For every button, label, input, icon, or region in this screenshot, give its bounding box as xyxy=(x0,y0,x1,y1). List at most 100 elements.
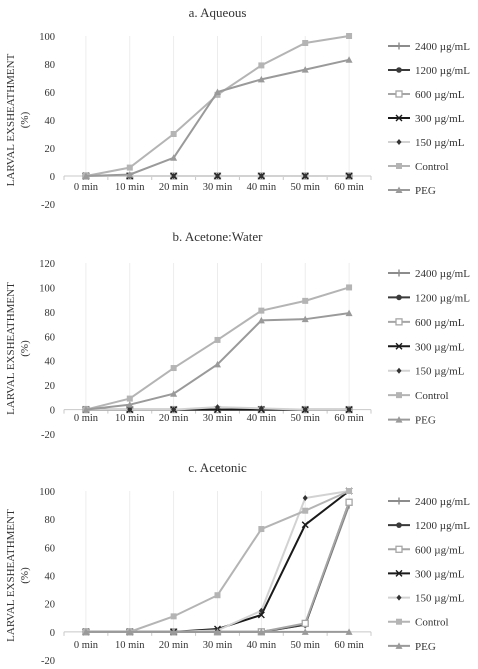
y-axis-label: LARVAL EXSHEATHMENT xyxy=(5,282,17,415)
legend-marker xyxy=(395,569,403,577)
data-point xyxy=(170,390,178,397)
x-tick-label: 50 min xyxy=(290,182,320,193)
y-tick-label: 120 xyxy=(39,259,55,270)
y-axis-label: (%) xyxy=(19,340,31,357)
data-point xyxy=(345,628,353,635)
legend-label: PEG xyxy=(415,185,436,197)
chart-title: b. Acetone:Water xyxy=(173,229,264,244)
data-point xyxy=(257,628,265,635)
legend-marker xyxy=(396,367,402,374)
y-tick-label: 100 xyxy=(39,32,55,43)
data-point xyxy=(302,297,309,304)
y-tick-label: 40 xyxy=(45,357,56,368)
data-point xyxy=(214,628,221,635)
y-tick-label: 80 xyxy=(45,60,56,71)
series-peg xyxy=(82,628,353,635)
data-point xyxy=(257,611,265,619)
legend: 2400 µg/mL 1200 µg/mL 600 µg/mL 300 µg/mL 15… xyxy=(388,496,470,653)
x-tick-label: 0 min xyxy=(74,640,99,651)
data-point xyxy=(215,404,220,411)
chart-panel-1: a. Aqueous LARVAL EXSHEATHMENT (%) -20 0 20 40… xyxy=(5,5,470,211)
legend-marker xyxy=(396,594,402,601)
legend-label: 2400 µg/mL xyxy=(415,41,470,53)
data-point xyxy=(215,173,220,179)
chart-title: a. Aqueous xyxy=(189,5,247,20)
legend-label: 300 µg/mL xyxy=(415,568,465,580)
legend-marker xyxy=(396,294,402,301)
y-tick-label: 60 xyxy=(45,88,56,99)
legend-label: 2400 µg/mL xyxy=(415,268,470,280)
x-tick-label: 50 min xyxy=(290,640,320,651)
y-tick-label: 0 xyxy=(50,628,55,639)
legend-label: 1200 µg/mL xyxy=(415,292,470,304)
x-tick-label: 40 min xyxy=(247,413,277,424)
legend-label: 600 µg/mL xyxy=(415,544,465,556)
data-point xyxy=(82,628,90,635)
legend-marker xyxy=(396,163,402,169)
y-tick-label: 20 xyxy=(45,381,56,392)
data-point xyxy=(171,406,177,413)
y-tick-label: 60 xyxy=(45,332,56,343)
legend-marker xyxy=(395,416,403,423)
data-point xyxy=(126,628,134,635)
y-tick-label: 40 xyxy=(45,572,56,583)
y-tick-label: 0 xyxy=(50,406,55,417)
legend-label: 150 µg/mL xyxy=(415,593,465,605)
legend-label: 300 µg/mL xyxy=(415,113,465,125)
legend-label: Control xyxy=(415,161,449,173)
data-point xyxy=(302,495,308,502)
legend-marker xyxy=(395,342,403,350)
y-tick-label: 80 xyxy=(45,308,56,319)
legend-label: Control xyxy=(415,390,449,402)
x-tick-label: 0 min xyxy=(74,182,99,193)
data-point xyxy=(258,307,265,314)
data-point xyxy=(170,613,177,620)
legend-label: 1200 µg/mL xyxy=(415,520,470,532)
x-tick-label: 60 min xyxy=(334,182,364,193)
x-tick-label: 30 min xyxy=(203,413,233,424)
y-tick-label: 20 xyxy=(45,600,56,611)
legend: 2400 µg/mL 1200 µg/mL 600 µg/mL 300 µg/mL 15… xyxy=(388,268,470,427)
data-point xyxy=(346,488,353,494)
data-point xyxy=(170,628,178,635)
legend-label: 150 µg/mL xyxy=(415,137,465,149)
legend-marker xyxy=(395,90,403,98)
y-tick-label: 60 xyxy=(45,543,56,554)
data-point xyxy=(258,173,264,179)
data-point xyxy=(82,172,90,179)
data-point xyxy=(345,56,353,63)
legend-marker xyxy=(395,186,403,193)
data-point xyxy=(346,173,352,179)
data-point xyxy=(345,309,353,317)
legend-marker xyxy=(395,545,403,553)
legend-label: Control xyxy=(415,617,449,629)
legend-marker xyxy=(396,139,402,145)
y-axis-label: (%) xyxy=(19,567,31,584)
legend-marker xyxy=(396,522,402,528)
data-point xyxy=(214,336,221,343)
x-tick-label: 10 min xyxy=(115,413,145,424)
legend-marker xyxy=(395,318,403,326)
x-tick-label: 10 min xyxy=(115,182,145,193)
data-point xyxy=(126,171,134,178)
legend: 2400 µg/mL 1200 µg/mL 600 µg/mL 300 µg/mL 15… xyxy=(388,41,470,197)
x-tick-label: 40 min xyxy=(247,640,277,651)
data-point xyxy=(346,33,353,39)
legend-marker xyxy=(395,497,403,505)
y-tick-label: 0 xyxy=(50,172,55,183)
data-point xyxy=(301,315,309,323)
x-tick-label: 0 min xyxy=(74,413,99,424)
y-axis-label: LARVAL EXSHEATHMENT xyxy=(5,509,17,642)
data-point xyxy=(214,592,221,599)
x-tick-label: 30 min xyxy=(203,182,233,193)
data-point xyxy=(258,62,265,69)
x-tick-label: 20 min xyxy=(159,182,189,193)
data-point xyxy=(127,406,133,413)
legend-label: PEG xyxy=(415,641,436,653)
data-point xyxy=(171,173,177,179)
legend-label: 600 µg/mL xyxy=(415,317,465,329)
data-point xyxy=(257,75,265,83)
legend-marker xyxy=(396,618,402,625)
data-point xyxy=(214,360,221,368)
legend-marker xyxy=(395,42,403,50)
